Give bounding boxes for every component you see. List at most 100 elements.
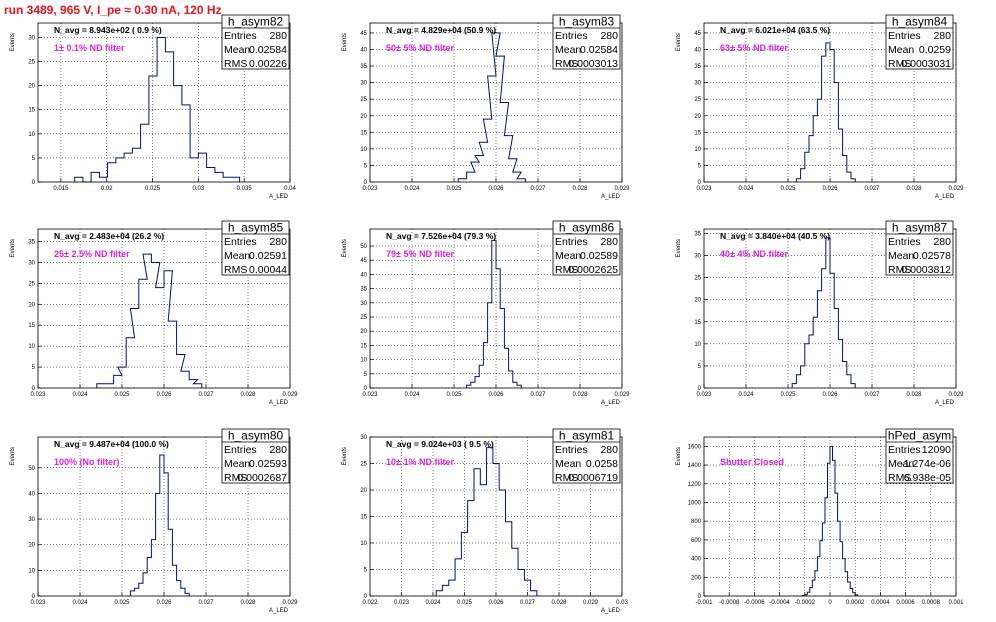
x-tick-label: 0.027 <box>530 186 546 192</box>
stats-value: 280 <box>269 30 287 42</box>
y-tick-label: 30 <box>360 81 367 87</box>
y-tick-label: 35 <box>28 240 35 246</box>
y-tick-label: 50 <box>28 466 35 472</box>
x-tick-label: 0.0008 <box>922 600 941 606</box>
y-tick-label: 10 <box>694 342 701 348</box>
stats-value: 0.02578 <box>913 250 951 262</box>
stats-value: 6.938e-05 <box>904 472 951 484</box>
run-title: run 3489, 965 V, I_pe ≈ 0.30 nA, 120 Hz <box>4 3 222 17</box>
n-avg-label: N_avg = 4.829e+04 (50.9 %) <box>386 25 496 35</box>
stats-key: Entries <box>888 30 921 42</box>
y-tick-label: 5 <box>364 568 368 574</box>
filter-label: 50± 5% ND filter <box>386 43 454 53</box>
stats-title: h_asym82 <box>228 15 284 29</box>
stats-box <box>221 428 290 484</box>
stats-key: Entries <box>888 236 921 248</box>
stats-value: 0.00226 <box>249 58 287 70</box>
stats-box <box>552 14 621 70</box>
x-tick-label: 0.0004 <box>871 600 890 606</box>
x-axis-label: A_LED <box>935 194 955 200</box>
y-tick-label: 40 <box>28 491 35 497</box>
y-tick-label: 20 <box>360 329 367 335</box>
histogram-panel-h_asym81: 0.022 0.023 0.024 0.025 0.026 0.027 0.028 0.029… <box>342 429 628 615</box>
histogram-panel-h_asym87: 0.023 0.024 0.025 0.026 0.027 0.028 0.029 0 5 10 1… <box>676 221 964 407</box>
x-tick-label: 0.025 <box>780 186 796 192</box>
stats-key: Entries <box>224 30 257 42</box>
stats-key: Entries <box>555 236 588 248</box>
y-tick-label: 40 <box>360 272 367 278</box>
stats-box <box>885 220 954 276</box>
y-tick-label: 25 <box>694 97 701 103</box>
x-tick-label: 0.024 <box>404 392 420 398</box>
y-tick-label: 45 <box>360 258 367 264</box>
stats-box <box>885 14 954 70</box>
x-tick-label: 0.026 <box>822 392 838 398</box>
x-tick-label: 0.028 <box>572 186 588 192</box>
x-tick-label: 0.024 <box>404 186 420 192</box>
stats-value: 0.0258 <box>586 458 618 470</box>
plot-frame <box>37 22 291 183</box>
stats-value: 0.0003812 <box>901 264 951 276</box>
x-tick-label: -0.0006 <box>744 600 765 606</box>
y-axis-label: Events <box>10 239 16 257</box>
stats-key: Mean <box>224 250 250 262</box>
stats-value: 0.00044 <box>249 264 287 276</box>
y-tick-label: 30 <box>28 260 35 266</box>
x-tick-label: 0.027 <box>864 186 880 192</box>
x-tick-label: 0.029 <box>948 186 964 192</box>
y-tick-label: 5 <box>32 156 36 162</box>
y-tick-label: 0 <box>364 180 368 186</box>
y-tick-label: 30 <box>28 517 35 523</box>
x-tick-label: 0.023 <box>394 600 410 606</box>
stats-key: Mean <box>888 458 914 470</box>
x-tick-label: 0.02 <box>101 186 113 192</box>
x-tick-label: 0.025 <box>145 186 161 192</box>
y-tick-label: 5 <box>698 364 702 370</box>
y-tick-label: 30 <box>360 301 367 307</box>
x-tick-label: 0 <box>828 600 832 606</box>
stats-value: 0.0002687 <box>237 472 287 484</box>
x-tick-label: 0.023 <box>362 186 378 192</box>
x-tick-label: 0.04 <box>284 186 296 192</box>
y-tick-label: 10 <box>28 568 35 574</box>
x-tick-label: 0.028 <box>572 392 588 398</box>
y-tick-label: 15 <box>28 108 35 114</box>
histogram-panel-h_asym80: 0.023 0.024 0.025 0.026 0.027 0.028 0.029 0 10 20… <box>10 429 298 615</box>
stats-value: 280 <box>933 236 951 248</box>
stats-value: 280 <box>600 444 618 456</box>
filter-label: 1± 0.1% ND filter <box>54 43 125 53</box>
x-tick-label: 0.028 <box>906 392 922 398</box>
stats-box <box>885 428 954 484</box>
filter-label: 63± 5% ND filter <box>720 43 788 53</box>
x-tick-label: 0.025 <box>780 392 796 398</box>
y-tick-label: 25 <box>360 462 367 468</box>
x-tick-label: 0.023 <box>30 392 46 398</box>
filter-label: 10± 1% ND filter <box>386 457 454 467</box>
stats-value: 280 <box>269 444 287 456</box>
histogram-panel-h_asym83: 0.023 0.024 0.025 0.026 0.027 0.028 0.029 0 5 10 1… <box>342 15 630 201</box>
x-tick-label: 0.023 <box>362 392 378 398</box>
x-tick-label: 0.026 <box>156 600 172 606</box>
stats-value: 12090 <box>922 444 951 456</box>
stats-value: 0.0003013 <box>568 58 618 70</box>
stats-key: Entries <box>555 30 588 42</box>
stats-key: Mean <box>224 44 250 56</box>
histogram-line <box>795 42 856 182</box>
x-tick-label: 0.029 <box>583 600 599 606</box>
x-tick-label: 0.028 <box>906 186 922 192</box>
n-avg-label: N_avg = 7.526e+04 (79.3 %) <box>386 231 496 241</box>
x-axis-label: A_LED <box>601 608 621 614</box>
stats-value: 0.0003031 <box>901 58 951 70</box>
x-tick-label: 0.024 <box>738 186 754 192</box>
y-tick-label: 200 <box>691 575 702 581</box>
y-tick-label: 600 <box>691 538 702 544</box>
x-tick-label: 0.027 <box>864 392 880 398</box>
x-tick-label: 0.023 <box>30 600 46 606</box>
y-tick-label: 5 <box>32 365 36 371</box>
stats-title: h_asym80 <box>228 429 284 443</box>
y-tick-label: 20 <box>694 298 701 304</box>
n-avg-label: N_avg = 2.483e+04 (26.2 %) <box>54 231 164 241</box>
stats-key: RMS <box>224 264 247 276</box>
y-tick-label: 15 <box>360 130 367 136</box>
x-tick-label: 0.029 <box>614 186 630 192</box>
